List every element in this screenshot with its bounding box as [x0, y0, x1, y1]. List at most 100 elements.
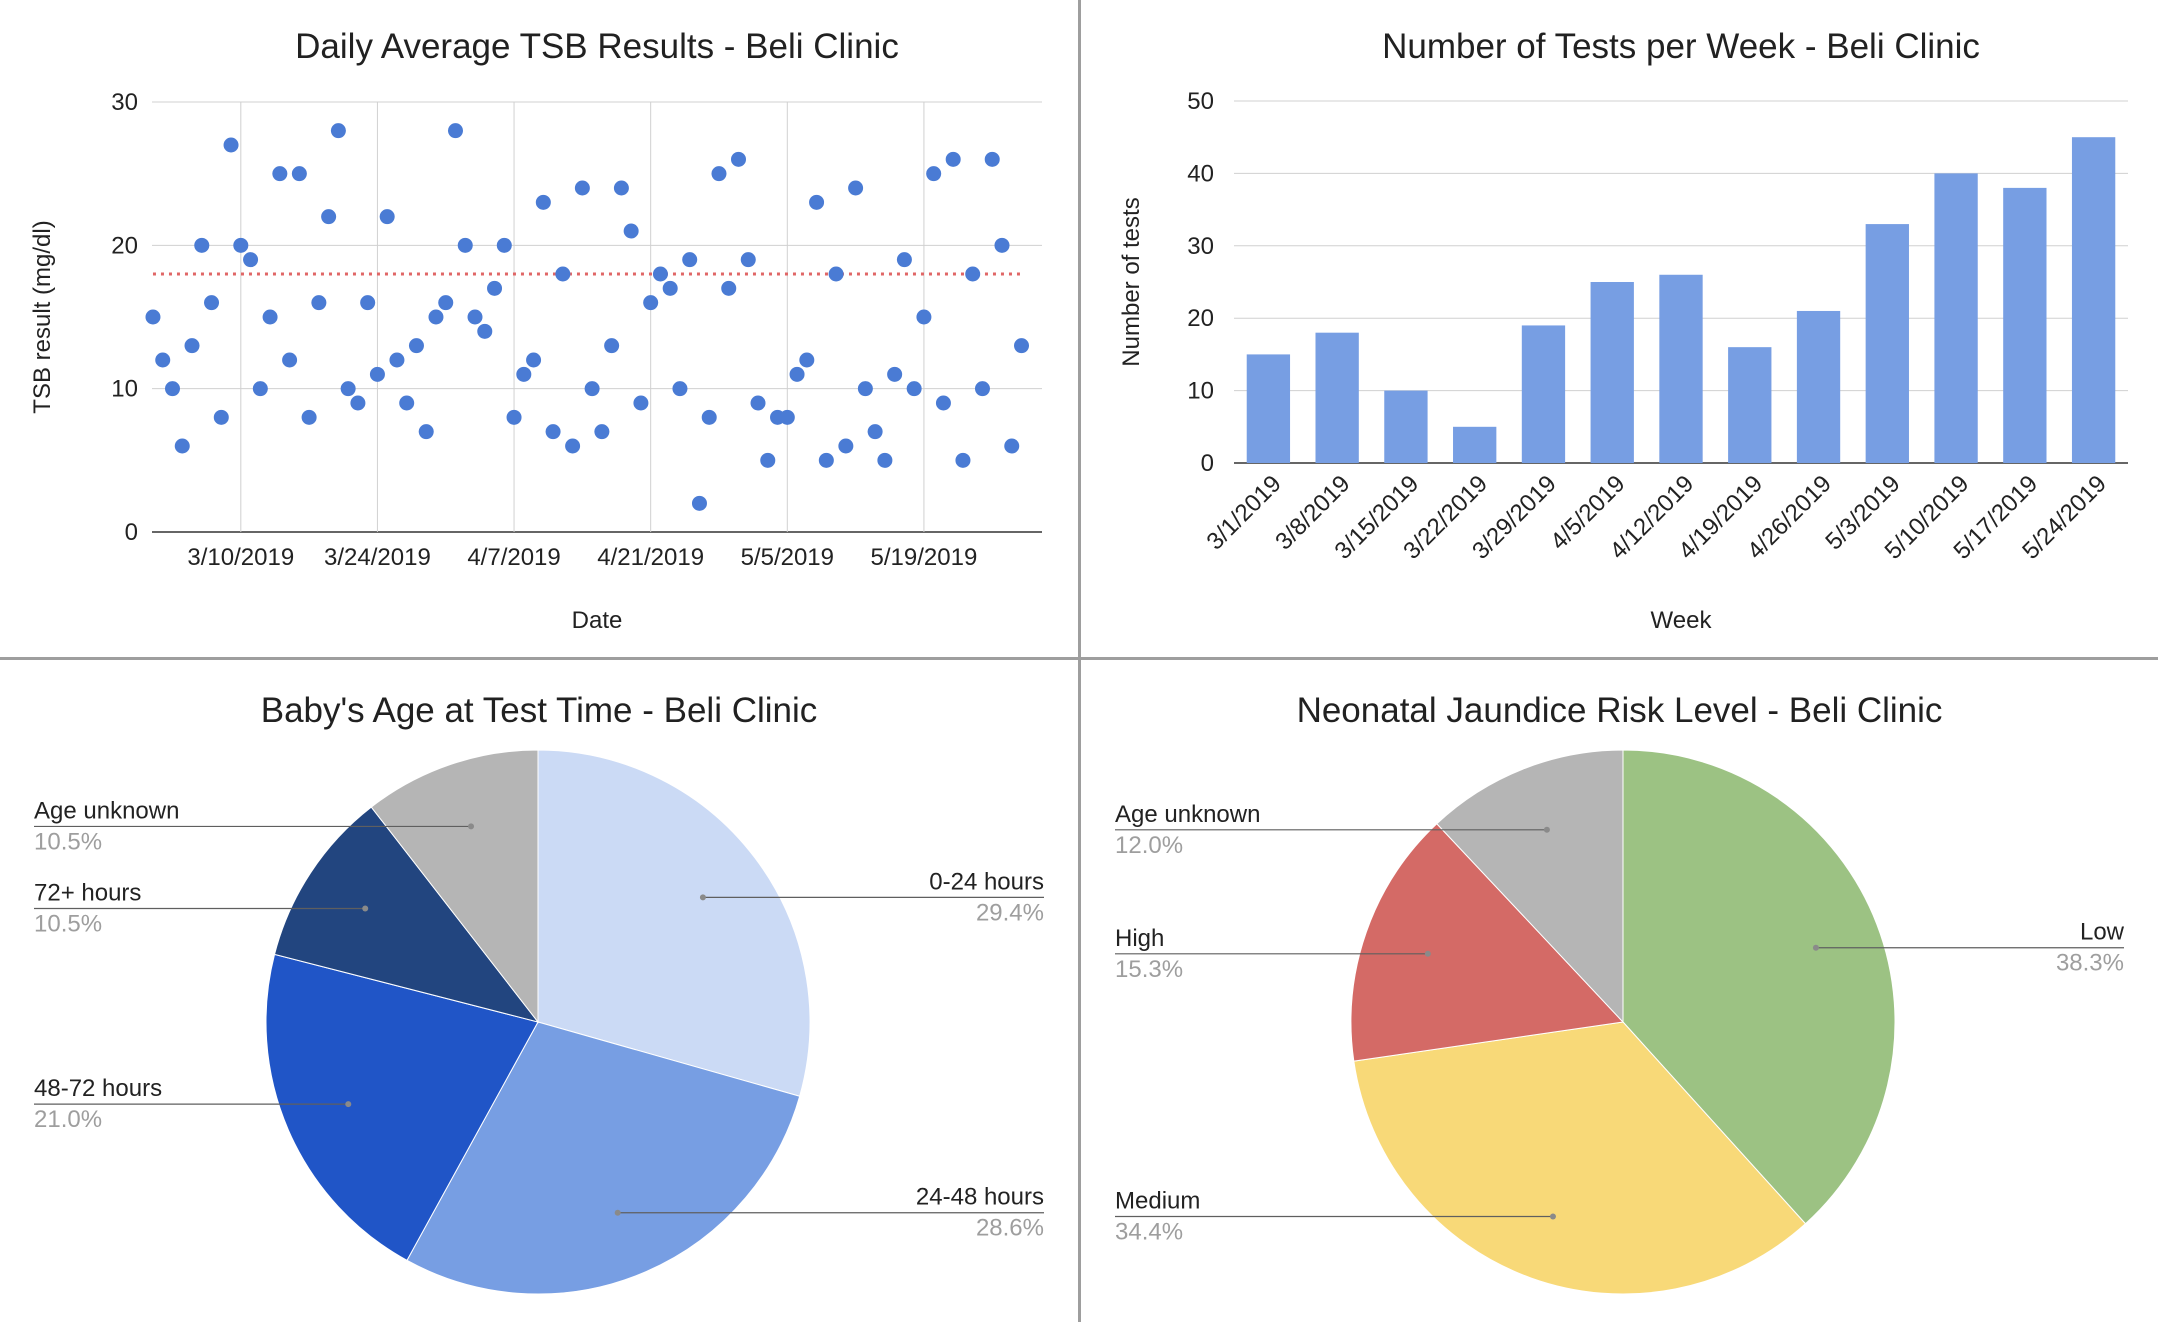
- data-point: [916, 309, 932, 325]
- slice-percent: 21.0%: [34, 1106, 102, 1133]
- data-point: [945, 151, 961, 167]
- data-point: [164, 381, 180, 397]
- data-point: [779, 409, 795, 425]
- data-point: [818, 452, 834, 468]
- data-point: [389, 352, 405, 368]
- data-point: [252, 381, 268, 397]
- data-point: [682, 252, 698, 268]
- data-point: [301, 409, 317, 425]
- data-point: [623, 223, 639, 239]
- age-pie-panel: Baby's Age at Test Time - Beli Clinic 0-2…: [0, 660, 1078, 1322]
- data-point: [291, 166, 307, 182]
- slice-percent: 38.3%: [2056, 950, 2124, 977]
- y-tick-label: 40: [1187, 160, 1214, 187]
- slice-percent: 34.4%: [1115, 1218, 1183, 1245]
- data-point: [701, 409, 717, 425]
- data-point: [428, 309, 444, 325]
- data-point: [848, 180, 864, 196]
- x-tick-label: 3/24/2019: [324, 544, 431, 571]
- data-point: [408, 338, 424, 354]
- data-point: [555, 266, 571, 282]
- data-point: [731, 151, 747, 167]
- data-point: [711, 166, 727, 182]
- data-point: [418, 424, 434, 440]
- y-tick-label: 20: [1187, 305, 1214, 332]
- leader-dot: [468, 823, 475, 830]
- data-point: [399, 395, 415, 411]
- slice-percent: 29.4%: [976, 899, 1044, 926]
- leader-dot: [362, 905, 369, 912]
- data-point: [643, 295, 659, 311]
- data-point: [194, 237, 210, 253]
- age-pie-chart: Baby's Age at Test Time - Beli Clinic 0-2…: [34, 691, 1044, 1295]
- data-point: [906, 381, 922, 397]
- data-point: [867, 424, 883, 440]
- data-point: [457, 237, 473, 253]
- data-point: [955, 452, 971, 468]
- data-point: [204, 295, 220, 311]
- x-tick-label: 4/7/2019: [467, 544, 560, 571]
- leader-dot: [614, 1209, 621, 1216]
- leader-dot: [345, 1101, 352, 1108]
- slice-label: Low: [2080, 919, 2125, 946]
- bar: [2003, 187, 2047, 463]
- y-tick-label: 20: [111, 232, 138, 259]
- data-point: [613, 180, 629, 196]
- slice-percent: 12.0%: [1115, 832, 1183, 859]
- slice-label: Age unknown: [1115, 801, 1260, 828]
- data-point: [467, 309, 483, 325]
- data-point: [565, 438, 581, 454]
- data-point: [691, 495, 707, 511]
- x-axis-title: Week: [1651, 607, 1713, 634]
- data-point: [496, 237, 512, 253]
- vertical-divider: [1078, 0, 1081, 1322]
- x-axis-title: Date: [572, 607, 623, 634]
- y-tick-label: 0: [1201, 450, 1214, 477]
- slice-label: High: [1115, 925, 1164, 952]
- pie-slice: [406, 1021, 801, 1295]
- data-point: [262, 309, 278, 325]
- data-point: [926, 166, 942, 182]
- data-point: [282, 352, 298, 368]
- tsb-scatter-chart: Daily Average TSB Results - Beli Clinic 0…: [29, 27, 1042, 634]
- leader-dot: [1424, 950, 1431, 957]
- bar: [1728, 347, 1772, 463]
- data-point: [574, 180, 590, 196]
- risk-pie-panel: Neonatal Jaundice Risk Level - Beli Clin…: [1081, 660, 2158, 1322]
- data-point: [740, 252, 756, 268]
- data-point: [721, 280, 737, 296]
- data-point: [604, 338, 620, 354]
- slice-label: 48-72 hours: [34, 1075, 162, 1102]
- slice-label: Age unknown: [34, 797, 179, 824]
- data-point: [272, 166, 288, 182]
- leader-dot: [699, 894, 706, 901]
- bar: [1521, 325, 1566, 463]
- data-point: [1004, 438, 1020, 454]
- data-point: [965, 266, 981, 282]
- pie-slice: [273, 806, 540, 1023]
- y-axis-title: Number of tests: [1118, 197, 1145, 366]
- data-point: [155, 352, 171, 368]
- bar: [1659, 274, 1703, 463]
- leader-dot: [1549, 1213, 1556, 1220]
- slice-label: 0-24 hours: [929, 868, 1044, 895]
- y-tick-label: 0: [125, 519, 138, 546]
- data-point: [447, 123, 463, 139]
- x-tick-label: 4/21/2019: [597, 544, 704, 571]
- y-tick-label: 30: [111, 89, 138, 116]
- slice-percent: 15.3%: [1115, 956, 1183, 983]
- pie-slice: [1350, 823, 1625, 1062]
- x-tick-label: 3/10/2019: [187, 544, 294, 571]
- x-tick-label: 3/1/2019: [1201, 470, 1286, 555]
- y-tick-label: 10: [111, 376, 138, 403]
- data-point: [369, 366, 385, 382]
- data-point: [535, 194, 551, 210]
- data-point: [213, 409, 229, 425]
- bar: [1453, 426, 1497, 463]
- bar: [1384, 390, 1428, 463]
- data-point: [360, 295, 376, 311]
- chart-title: Neonatal Jaundice Risk Level - Beli Clin…: [1297, 691, 1943, 730]
- bar: [1246, 354, 1291, 463]
- data-point: [799, 352, 815, 368]
- leader-dot: [1812, 944, 1819, 951]
